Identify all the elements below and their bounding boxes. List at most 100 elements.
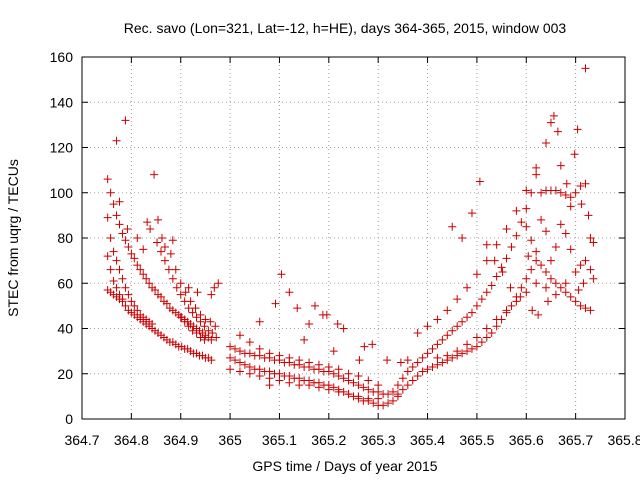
data-point	[383, 356, 392, 365]
data-point	[285, 353, 294, 362]
data-point	[339, 324, 348, 333]
data-point	[551, 279, 560, 288]
x-tick-label: 365	[218, 432, 242, 448]
data-point	[507, 301, 516, 310]
data-point	[453, 295, 462, 304]
data-point	[118, 274, 127, 283]
data-point	[517, 218, 526, 227]
data-point	[443, 331, 452, 340]
data-point	[527, 265, 536, 274]
data-point	[543, 297, 552, 306]
data-point	[153, 238, 162, 247]
data-point	[118, 297, 127, 306]
data-point	[561, 279, 570, 288]
data-point	[546, 118, 555, 127]
data-point	[546, 274, 555, 283]
data-point	[497, 263, 506, 272]
data-point	[537, 188, 546, 197]
data-point	[148, 319, 157, 328]
data-point	[549, 111, 558, 120]
data-point	[369, 399, 378, 408]
data-point	[245, 338, 254, 347]
data-point	[329, 383, 338, 392]
data-point	[577, 200, 586, 209]
x-tick-label: 364.9	[163, 432, 198, 448]
data-point	[115, 197, 124, 206]
data-point	[537, 261, 546, 270]
data-point	[458, 234, 467, 242]
data-point	[528, 306, 537, 315]
y-tick-label: 40	[57, 321, 73, 337]
data-point	[121, 116, 130, 125]
data-point	[112, 211, 121, 220]
data-point	[482, 288, 491, 297]
data-point	[240, 360, 249, 369]
data-point	[368, 340, 377, 349]
data-point	[121, 283, 130, 292]
data-point	[157, 234, 166, 242]
data-point	[556, 188, 565, 197]
y-tick-label: 80	[57, 230, 73, 246]
data-point	[359, 383, 368, 392]
data-point	[211, 322, 220, 331]
data-point	[398, 385, 407, 394]
data-point	[133, 306, 142, 315]
data-point	[453, 347, 462, 356]
y-tick-label: 100	[50, 185, 74, 201]
data-point	[226, 365, 235, 374]
data-point	[398, 374, 407, 383]
x-tick-label: 365.3	[361, 432, 396, 448]
data-point	[512, 297, 521, 306]
data-point	[139, 270, 148, 279]
data-point	[561, 191, 570, 200]
data-point	[160, 256, 169, 265]
data-point	[571, 188, 580, 197]
data-point	[542, 283, 551, 292]
data-point	[196, 317, 205, 326]
data-point	[285, 372, 294, 381]
x-tick-label: 365.7	[558, 432, 593, 448]
data-point	[121, 301, 130, 310]
data-point	[151, 286, 160, 295]
data-point	[192, 329, 201, 338]
data-point	[214, 279, 223, 288]
data-point	[477, 295, 486, 304]
x-tick-label: 365.8	[607, 432, 640, 448]
data-point	[160, 243, 169, 252]
data-point	[584, 211, 593, 220]
data-point	[115, 265, 124, 274]
y-tick-label: 20	[57, 366, 73, 382]
data-point	[443, 351, 452, 360]
data-point	[556, 161, 565, 170]
data-point	[482, 240, 491, 249]
data-point	[576, 181, 585, 190]
data-point	[448, 353, 457, 362]
data-point	[127, 249, 136, 258]
data-point	[112, 136, 121, 145]
data-point	[413, 372, 422, 381]
data-point	[324, 362, 333, 371]
data-point	[379, 401, 388, 410]
data-point	[106, 234, 115, 242]
data-point	[576, 261, 585, 270]
data-point	[333, 319, 342, 328]
data-point	[571, 267, 580, 276]
data-point	[574, 286, 583, 295]
data-point	[579, 279, 588, 288]
data-point	[235, 347, 244, 356]
data-point	[184, 283, 193, 292]
data-point	[522, 186, 531, 195]
data-point	[562, 179, 571, 188]
data-point	[136, 265, 145, 274]
data-point	[566, 245, 575, 254]
data-point	[196, 310, 205, 319]
data-point	[130, 254, 139, 263]
data-point	[354, 372, 363, 381]
data-point	[551, 290, 560, 299]
data-point	[295, 356, 304, 365]
data-point	[467, 209, 476, 218]
data-point	[184, 322, 193, 331]
data-point	[433, 340, 442, 349]
data-point	[374, 394, 383, 403]
data-point	[172, 283, 181, 292]
